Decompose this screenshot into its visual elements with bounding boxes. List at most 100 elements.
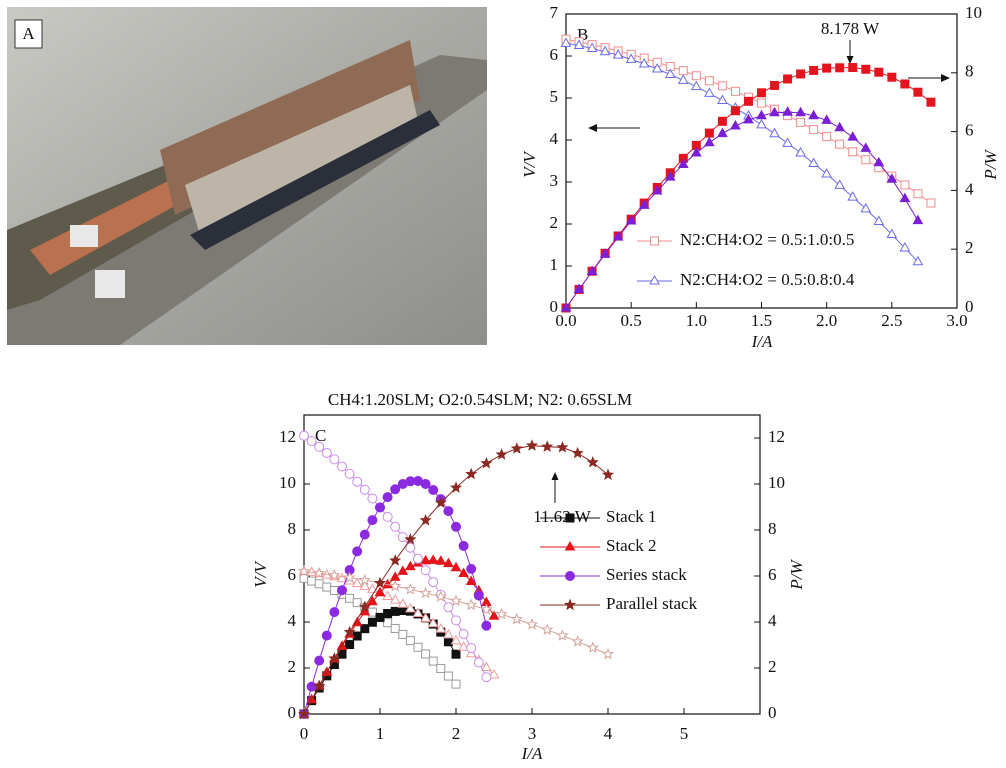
marker <box>359 580 371 590</box>
marker <box>913 87 923 97</box>
marker <box>556 629 569 641</box>
marker <box>525 439 539 451</box>
marker <box>743 96 753 106</box>
marker <box>344 468 355 479</box>
marker <box>717 127 728 138</box>
marker <box>419 586 432 599</box>
legend-label: Stack 2 <box>606 536 657 555</box>
marker <box>465 598 478 611</box>
marker <box>405 636 415 646</box>
y2-tick-label: 0 <box>768 703 777 722</box>
marker <box>374 586 386 597</box>
marker <box>427 554 439 564</box>
x-tick-label: 5 <box>680 724 689 743</box>
marker <box>730 86 740 96</box>
y2-tick-label: 8 <box>768 519 777 538</box>
marker <box>413 642 423 652</box>
marker <box>359 484 370 495</box>
y2-tick-label: 4 <box>768 611 777 630</box>
marker <box>809 125 819 134</box>
series <box>297 565 615 660</box>
marker <box>427 617 439 628</box>
marker <box>405 542 416 553</box>
marker <box>821 168 833 178</box>
y-tick-label: 7 <box>550 3 559 22</box>
photo-stack-front <box>185 85 420 235</box>
series-line <box>565 111 919 309</box>
y-tick-label: 6 <box>288 565 297 584</box>
y-tick-label: 0 <box>288 703 297 722</box>
marker <box>390 623 400 633</box>
marker <box>874 67 884 77</box>
series-line <box>565 42 919 263</box>
marker <box>343 625 356 638</box>
legend-entry: Series stack <box>540 565 687 584</box>
marker <box>473 590 484 601</box>
marker <box>625 214 637 225</box>
y-tick-label: 12 <box>279 427 296 446</box>
marker <box>795 106 806 117</box>
marker <box>451 679 461 689</box>
marker <box>465 575 477 586</box>
marker <box>899 241 911 252</box>
marker <box>434 496 447 508</box>
marker <box>510 442 523 454</box>
x-tick-label: 1 <box>376 724 385 743</box>
y-tick-label: 2 <box>288 657 297 676</box>
marker <box>612 49 624 59</box>
legend-label: N2:CH4:O2 = 0.5:0.8:0.4 <box>680 270 855 289</box>
marker <box>443 628 454 639</box>
x-tick-label: 3.0 <box>946 311 967 330</box>
marker <box>730 106 740 116</box>
marker <box>383 618 393 628</box>
marker <box>556 441 569 453</box>
annotation: 11.62 W <box>533 507 592 526</box>
marker <box>651 63 663 73</box>
marker <box>306 435 317 446</box>
marker <box>926 198 936 208</box>
marker <box>480 456 493 469</box>
marker <box>564 540 576 551</box>
y2-tick-label: 10 <box>768 473 785 492</box>
marker <box>358 573 371 586</box>
marker <box>428 656 438 666</box>
marker <box>329 454 340 465</box>
marker <box>373 576 387 589</box>
x-tick-label: 3 <box>528 724 537 743</box>
marker <box>367 617 377 627</box>
marker <box>796 117 806 127</box>
panel-label: B <box>577 25 588 44</box>
marker <box>390 606 400 616</box>
marker <box>360 624 370 634</box>
legend-label: N2:CH4:O2 = 0.5:1.0:0.5 <box>680 230 854 249</box>
marker <box>451 649 461 659</box>
marker <box>336 572 348 583</box>
marker <box>443 557 454 568</box>
marker <box>352 546 363 557</box>
marker <box>434 590 447 602</box>
marker <box>769 127 780 138</box>
y-tick-label: 0 <box>550 297 559 316</box>
marker <box>345 593 355 603</box>
photo-base <box>190 110 440 250</box>
marker <box>450 561 462 572</box>
marker <box>375 612 385 622</box>
marker <box>420 479 431 489</box>
y2-tick-label: 10 <box>965 3 982 22</box>
marker <box>367 583 378 593</box>
marker <box>466 563 477 574</box>
marker <box>770 80 780 90</box>
y2-axis-label: P/W <box>787 559 806 591</box>
marker <box>389 594 401 604</box>
y2-tick-label: 0 <box>965 297 974 316</box>
series <box>560 106 924 312</box>
y-tick-label: 4 <box>288 611 297 630</box>
marker <box>586 456 599 468</box>
marker <box>873 156 885 167</box>
marker <box>565 513 575 523</box>
marker <box>428 577 439 588</box>
annotation-arrowhead <box>551 472 559 480</box>
marker <box>510 612 523 625</box>
legend-entry: N2:CH4:O2 = 0.5:0.8:0.4 <box>637 270 855 289</box>
